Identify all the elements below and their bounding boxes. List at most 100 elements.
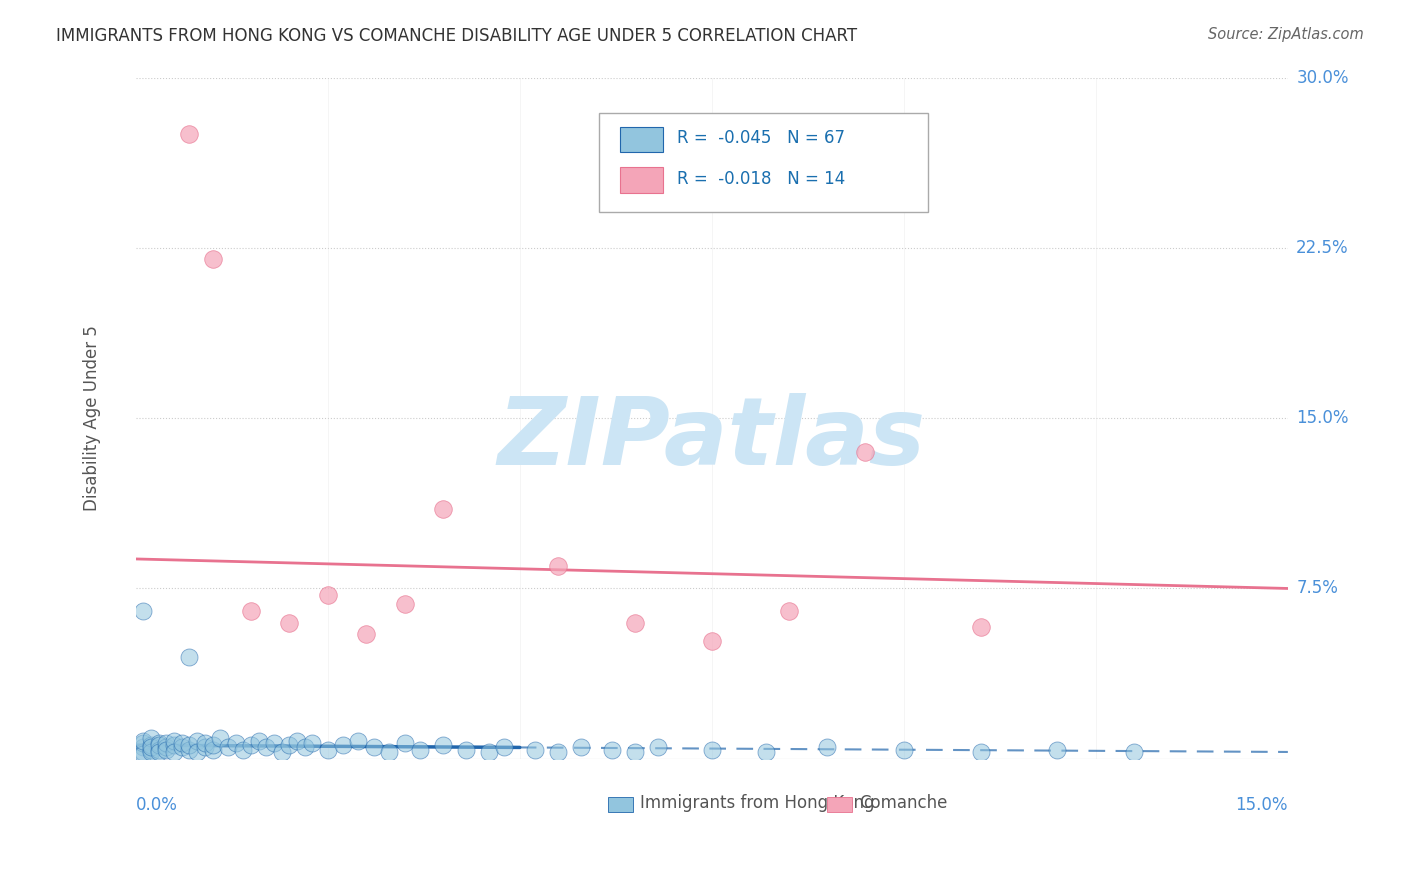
Point [700, 633, 723, 648]
Point [179, 128, 201, 142]
Text: Source: ZipAtlas.com: Source: ZipAtlas.com [1208, 27, 1364, 42]
Point [232, 742, 254, 756]
Text: 15.0%: 15.0% [1296, 409, 1348, 427]
Point [148, 742, 170, 756]
Point [647, 740, 669, 755]
Point [148, 738, 170, 752]
Point [278, 615, 301, 630]
Point [409, 742, 432, 756]
Point [132, 736, 155, 750]
Point [139, 731, 162, 746]
Point [132, 745, 155, 759]
Point [354, 627, 377, 641]
Point [301, 736, 323, 750]
Point [170, 736, 193, 750]
Text: IMMIGRANTS FROM HONG KONG VS COMANCHE DISABILITY AGE UNDER 5 CORRELATION CHART: IMMIGRANTS FROM HONG KONG VS COMANCHE DI… [56, 27, 858, 45]
Point [494, 740, 516, 755]
Point [969, 745, 991, 759]
Point [969, 620, 991, 634]
Point [217, 740, 239, 755]
Text: 0.0%: 0.0% [136, 797, 177, 814]
Point [815, 740, 838, 755]
Point [209, 731, 232, 746]
FancyBboxPatch shape [607, 797, 634, 812]
Point [239, 738, 262, 752]
Point [378, 745, 401, 759]
Point [163, 738, 186, 752]
Point [132, 740, 155, 755]
FancyBboxPatch shape [620, 127, 664, 153]
Point [624, 745, 647, 759]
Text: ZIPatlas: ZIPatlas [498, 392, 925, 484]
Point [186, 745, 208, 759]
Point [139, 742, 162, 756]
Point [700, 742, 723, 756]
Point [148, 736, 170, 750]
Point [600, 742, 623, 756]
Point [225, 736, 247, 750]
Point [201, 738, 224, 752]
Text: 30.0%: 30.0% [1296, 69, 1348, 87]
Point [294, 740, 316, 755]
FancyBboxPatch shape [620, 168, 664, 194]
Point [432, 502, 454, 516]
Point [624, 615, 647, 630]
Point [132, 747, 155, 762]
Point [316, 588, 339, 602]
FancyBboxPatch shape [599, 113, 928, 212]
Point [186, 733, 208, 747]
Point [432, 738, 454, 752]
Point [155, 740, 177, 755]
Point [139, 738, 162, 752]
Point [363, 740, 385, 755]
Text: R =  -0.045   N = 67: R = -0.045 N = 67 [678, 129, 845, 147]
Point [155, 736, 177, 750]
Point [1046, 742, 1069, 756]
Point [263, 736, 285, 750]
Point [569, 740, 592, 755]
Point [132, 733, 155, 747]
Point [179, 742, 201, 756]
Point [194, 740, 217, 755]
Point [270, 745, 292, 759]
Text: R =  -0.018   N = 14: R = -0.018 N = 14 [678, 170, 845, 188]
Point [179, 738, 201, 752]
Text: Disability Age Under 5: Disability Age Under 5 [83, 326, 101, 511]
Point [201, 252, 224, 267]
Point [163, 745, 186, 759]
Point [332, 738, 354, 752]
Point [316, 742, 339, 756]
Point [394, 598, 416, 612]
Point [163, 733, 186, 747]
Point [148, 745, 170, 759]
Point [239, 604, 262, 618]
Point [893, 742, 915, 756]
Point [454, 742, 477, 756]
Text: 15.0%: 15.0% [1236, 797, 1288, 814]
Point [132, 604, 155, 618]
Point [194, 736, 217, 750]
Point [155, 742, 177, 756]
Point [855, 445, 877, 459]
Point [201, 742, 224, 756]
Point [247, 733, 270, 747]
Point [170, 740, 193, 755]
Point [347, 733, 370, 747]
Text: Comanche: Comanche [859, 794, 948, 812]
Point [394, 736, 416, 750]
Point [547, 558, 569, 573]
Text: 22.5%: 22.5% [1296, 239, 1348, 257]
Point [179, 649, 201, 664]
Point [754, 745, 776, 759]
Point [1123, 745, 1146, 759]
Point [139, 745, 162, 759]
Point [778, 604, 800, 618]
Point [547, 745, 569, 759]
Text: 7.5%: 7.5% [1296, 580, 1339, 598]
Point [285, 733, 308, 747]
Point [278, 738, 301, 752]
Point [478, 745, 501, 759]
Point [254, 740, 277, 755]
Text: Immigrants from Hong Kong: Immigrants from Hong Kong [640, 794, 875, 812]
Point [139, 740, 162, 755]
